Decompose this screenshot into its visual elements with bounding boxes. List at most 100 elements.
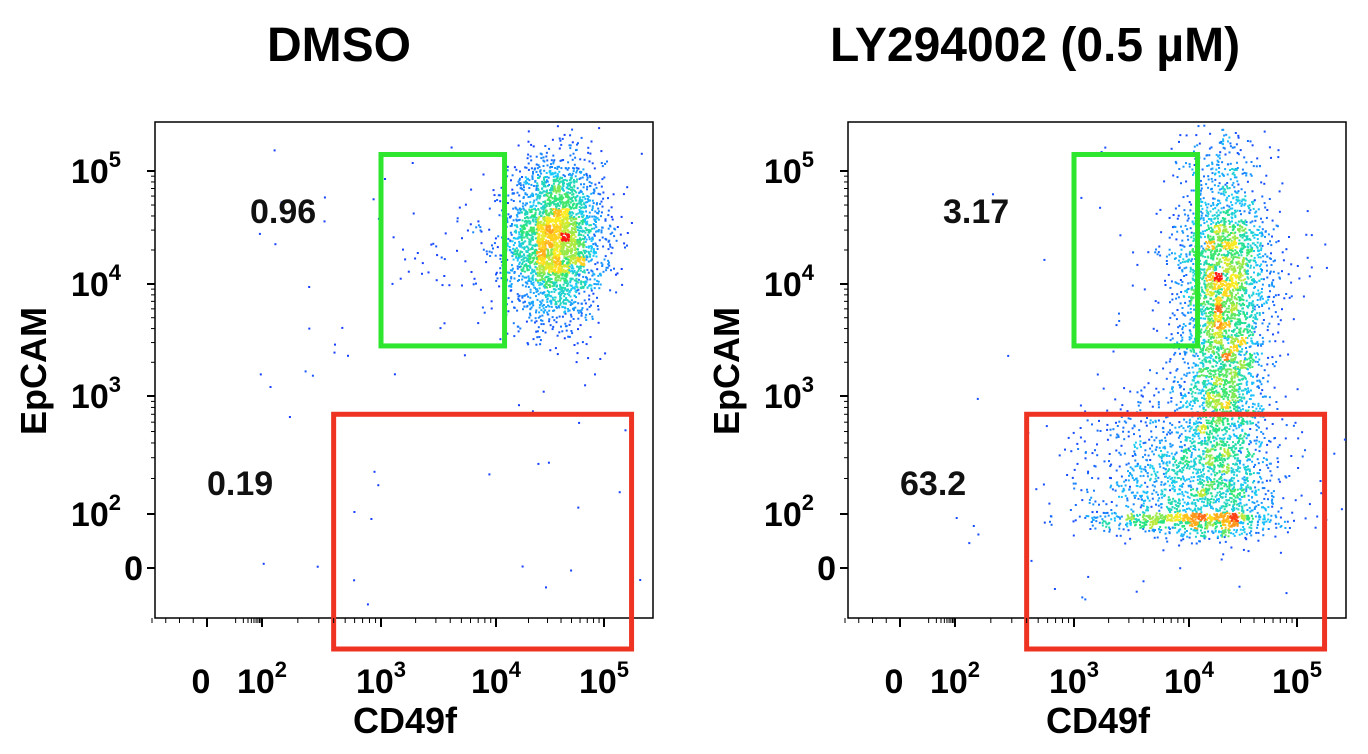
event-dot bbox=[1199, 481, 1202, 484]
event-dot bbox=[577, 142, 579, 145]
event-dot bbox=[594, 243, 597, 246]
event-dot bbox=[549, 277, 552, 280]
event-dot bbox=[569, 270, 572, 273]
event-dot bbox=[1205, 390, 1208, 393]
event-dot bbox=[559, 189, 561, 192]
event-dot bbox=[1216, 376, 1218, 379]
event-dot bbox=[508, 285, 511, 288]
event-dot bbox=[1272, 228, 1275, 231]
event-dot bbox=[616, 226, 619, 228]
event-dot bbox=[1202, 219, 1205, 222]
event-dot bbox=[544, 266, 547, 268]
event-dot bbox=[571, 158, 574, 161]
event-dot bbox=[323, 220, 326, 223]
event-dot bbox=[1233, 358, 1236, 361]
event-dot bbox=[1247, 514, 1250, 517]
event-dot bbox=[570, 264, 573, 267]
event-dot bbox=[550, 163, 552, 166]
event-dot bbox=[1228, 329, 1231, 332]
event-dot bbox=[538, 336, 541, 338]
event-dot bbox=[1264, 206, 1267, 209]
event-dot bbox=[1216, 513, 1218, 516]
event-dot bbox=[1226, 368, 1229, 371]
event-dot bbox=[1199, 302, 1202, 305]
event-dot bbox=[557, 266, 560, 269]
event-dot bbox=[525, 222, 528, 225]
event-dot bbox=[559, 260, 562, 263]
event-dot bbox=[541, 314, 544, 317]
event-dot bbox=[528, 243, 531, 246]
event-dot bbox=[554, 289, 557, 291]
event-dot bbox=[1207, 419, 1210, 422]
event-dot bbox=[1178, 384, 1181, 387]
event-dot bbox=[567, 201, 570, 204]
event-dot bbox=[539, 224, 542, 227]
event-dot bbox=[1233, 471, 1236, 474]
event-dot bbox=[566, 285, 569, 287]
event-dot bbox=[532, 170, 534, 173]
event-dot bbox=[587, 357, 590, 360]
event-dot bbox=[531, 192, 534, 195]
event-dot bbox=[1178, 266, 1181, 269]
event-dot bbox=[548, 147, 551, 150]
event-dot bbox=[579, 265, 582, 268]
event-dot bbox=[558, 265, 561, 268]
event-dot bbox=[592, 243, 595, 246]
event-dot bbox=[549, 196, 552, 199]
event-dot bbox=[591, 205, 594, 208]
event-dot bbox=[574, 285, 577, 288]
event-dot bbox=[532, 338, 535, 341]
event-dot bbox=[535, 330, 538, 333]
event-dot bbox=[563, 205, 566, 208]
event-dot bbox=[1246, 434, 1249, 437]
event-dot bbox=[582, 255, 585, 258]
event-dot bbox=[1203, 428, 1206, 431]
event-dot bbox=[522, 224, 525, 227]
event-dot bbox=[530, 159, 533, 162]
event-dot bbox=[583, 230, 586, 233]
event-dot bbox=[1249, 441, 1252, 444]
event-dot bbox=[470, 188, 473, 191]
event-dot bbox=[535, 279, 538, 282]
event-dot bbox=[540, 234, 543, 237]
event-dot bbox=[1254, 219, 1257, 222]
event-dot bbox=[1239, 360, 1242, 363]
event-dot bbox=[561, 232, 564, 235]
event-dot bbox=[593, 252, 596, 255]
event-dot bbox=[531, 232, 534, 235]
event-dot bbox=[1198, 405, 1201, 408]
event-dot bbox=[377, 484, 380, 487]
event-dot bbox=[597, 192, 600, 195]
event-dot bbox=[1164, 526, 1167, 529]
event-dot bbox=[588, 236, 591, 239]
event-dot bbox=[565, 276, 568, 278]
event-dot bbox=[611, 246, 614, 249]
event-dot bbox=[561, 249, 564, 252]
event-dot bbox=[1194, 501, 1197, 504]
event-dot bbox=[605, 238, 608, 241]
event-dot bbox=[565, 258, 568, 261]
event-dot bbox=[510, 276, 513, 279]
event-dot bbox=[1246, 312, 1248, 315]
event-dot bbox=[561, 237, 564, 240]
event-dot bbox=[555, 178, 558, 181]
event-dot bbox=[570, 330, 573, 332]
event-dot bbox=[534, 254, 537, 257]
event-dot bbox=[552, 298, 555, 301]
event-dot bbox=[1244, 376, 1247, 379]
event-dot bbox=[500, 186, 503, 189]
event-dot bbox=[545, 179, 548, 182]
event-dot bbox=[510, 224, 513, 227]
event-dot bbox=[569, 244, 572, 247]
event-dot bbox=[555, 279, 558, 282]
event-dot bbox=[560, 210, 562, 213]
event-dot bbox=[1215, 268, 1218, 271]
event-dot bbox=[521, 232, 523, 235]
event-dot bbox=[599, 193, 602, 196]
event-dot bbox=[552, 260, 555, 263]
event-dot bbox=[1224, 450, 1226, 453]
event-dot bbox=[1181, 326, 1184, 329]
event-dot bbox=[516, 208, 519, 211]
event-dot bbox=[1225, 493, 1228, 496]
event-dot bbox=[572, 178, 575, 181]
